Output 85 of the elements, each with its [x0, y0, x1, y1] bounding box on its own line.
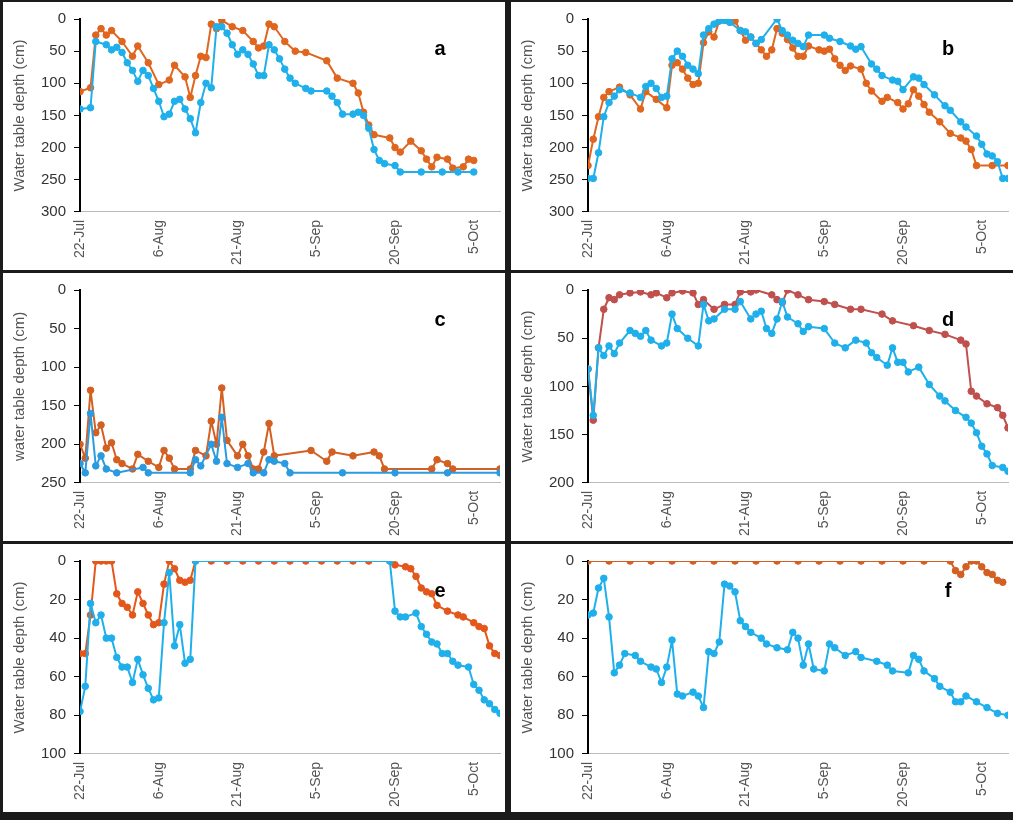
y-tick-label: 0	[565, 551, 575, 569]
y-tick-label: 200	[41, 137, 67, 155]
x-tick-label: 20-Sep	[385, 761, 402, 808]
x-tick-label: 22-Jul	[70, 761, 87, 800]
y-tick-label: 0	[565, 280, 575, 298]
y-axis-title: Water table depth (cm)	[10, 39, 28, 192]
x-tick-label: 5-Oct	[972, 761, 989, 797]
x-tick-label: 20-Sep	[893, 761, 910, 808]
x-tick-label: 21-Aug	[736, 761, 753, 808]
x-tick-label: 5-Sep	[307, 490, 324, 529]
y-tick-label: 300	[41, 202, 67, 219]
x-tick-label: 21-Aug	[228, 219, 245, 266]
y-axis-title: Water table depth (cm)	[518, 39, 536, 192]
y-tick-label: 250	[41, 473, 67, 490]
text: f	[944, 578, 952, 601]
text: c	[434, 307, 446, 330]
y-tick-label: 200	[41, 434, 67, 452]
x-tick-label: 6-Aug	[657, 761, 674, 800]
x-tick-label: 6-Aug	[657, 219, 674, 258]
y-tick-label: 300	[549, 202, 575, 219]
y-axis-title: Water table depth (cm)	[518, 581, 536, 734]
y-tick-label: 50	[557, 41, 575, 59]
x-tick-label: 5-Sep	[307, 761, 324, 800]
x-tick-label: 22-Jul	[578, 761, 595, 800]
x-tick-label: 5-Sep	[307, 219, 324, 258]
y-tick-label: 200	[549, 473, 575, 490]
y-tick-label: 50	[49, 41, 67, 59]
x-tick-label: 6-Aug	[149, 219, 166, 258]
y-tick-label: 150	[549, 424, 575, 442]
y-tick-label: 100	[41, 73, 67, 91]
y-tick-label: 0	[57, 551, 67, 569]
text: a	[434, 36, 447, 59]
text: e	[434, 578, 446, 601]
y-tick-label: 250	[549, 169, 575, 187]
y-tick-label: 150	[41, 105, 67, 123]
y-tick-label: 100	[549, 73, 575, 91]
x-tick-label: 21-Aug	[736, 219, 753, 266]
x-tick-label: 22-Jul	[578, 219, 595, 258]
x-tick-label: 5-Oct	[464, 490, 481, 526]
x-tick-label: 5-Oct	[464, 761, 481, 797]
x-tick-label: 6-Aug	[149, 490, 166, 529]
text: b	[941, 36, 955, 59]
x-tick-label: 20-Sep	[893, 490, 910, 537]
x-tick-label: 5-Oct	[972, 490, 989, 526]
y-tick-label: 100	[549, 744, 575, 761]
x-tick-label: 5-Sep	[815, 219, 832, 258]
x-tick-label: 5-Oct	[972, 219, 989, 255]
y-tick-label: 50	[49, 318, 67, 336]
x-tick-label: 5-Sep	[815, 761, 832, 800]
text: d	[941, 307, 955, 330]
x-tick-label: 22-Jul	[70, 490, 87, 529]
y-tick-label: 60	[557, 666, 575, 684]
x-tick-label: 21-Aug	[228, 761, 245, 808]
x-tick-label: 5-Sep	[815, 490, 832, 529]
y-tick-label: 0	[565, 9, 575, 27]
x-tick-label: 21-Aug	[736, 490, 753, 537]
x-tick-label: 20-Sep	[385, 490, 402, 537]
x-tick-label: 20-Sep	[385, 219, 402, 266]
y-tick-label: 250	[41, 169, 67, 187]
y-axis-title: water table depth (cm)	[10, 311, 28, 463]
x-tick-label: 5-Oct	[464, 219, 481, 255]
y-tick-label: 50	[557, 328, 575, 346]
y-tick-label: 20	[557, 589, 575, 607]
y-tick-label: 40	[557, 628, 575, 646]
x-tick-label: 20-Sep	[893, 219, 910, 266]
y-tick-label: 60	[49, 666, 67, 684]
y-tick-label: 150	[41, 395, 67, 413]
y-tick-label: 20	[49, 589, 67, 607]
x-tick-label: 6-Aug	[149, 761, 166, 800]
y-axis-title: Water table depth (cm)	[10, 581, 28, 734]
x-tick-label: 22-Jul	[578, 490, 595, 529]
y-tick-label: 0	[57, 280, 67, 298]
y-tick-label: 200	[549, 137, 575, 155]
y-tick-label: 80	[49, 705, 67, 723]
y-tick-label: 0	[57, 9, 67, 27]
x-tick-label: 22-Jul	[70, 219, 87, 258]
y-tick-label: 40	[49, 628, 67, 646]
x-tick-label: 6-Aug	[657, 490, 674, 529]
x-tick-label: 21-Aug	[228, 490, 245, 537]
y-tick-label: 100	[41, 744, 67, 761]
y-tick-label: 100	[549, 376, 575, 394]
y-tick-label: 100	[41, 357, 67, 375]
y-tick-label: 80	[557, 705, 575, 723]
y-tick-label: 150	[549, 105, 575, 123]
y-axis-title: Water table depth (cm)	[518, 310, 536, 463]
